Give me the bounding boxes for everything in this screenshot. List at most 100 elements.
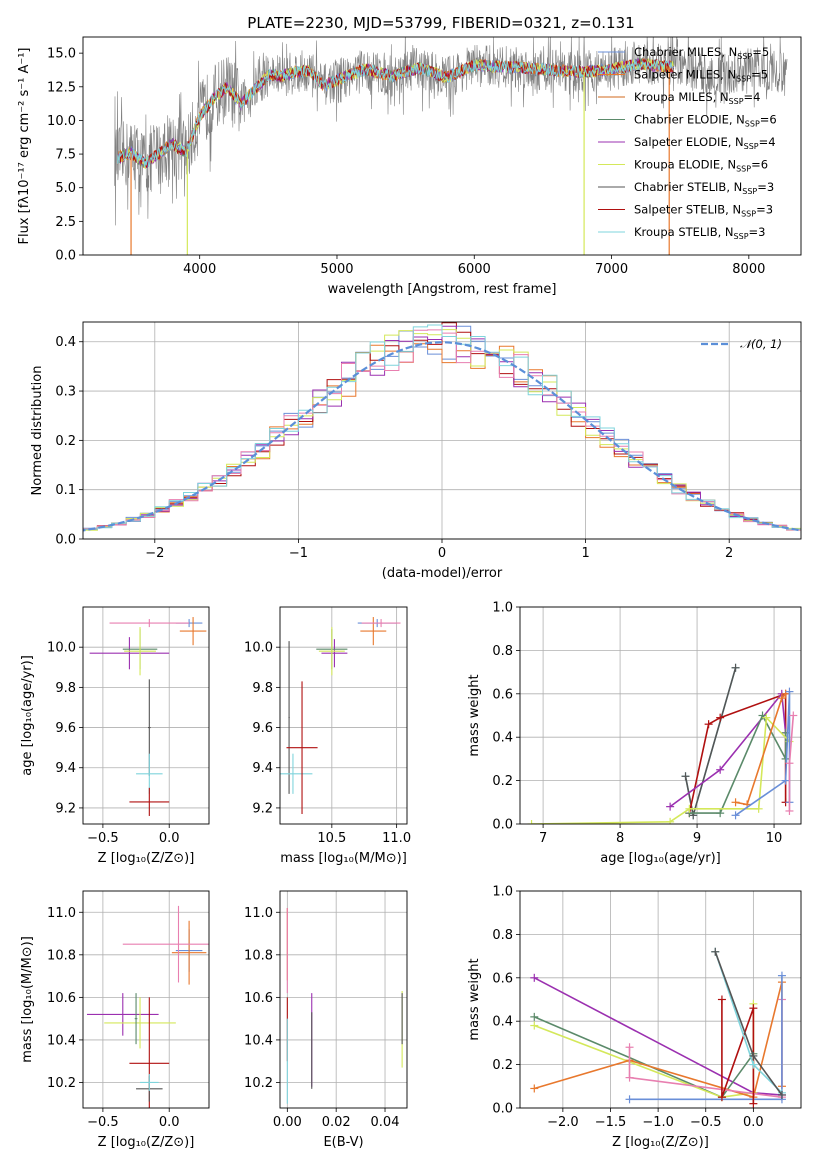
x-tick-label: −0.5 <box>87 1115 119 1130</box>
legend-label-suffix: =4 <box>744 90 761 104</box>
weight-series-line <box>533 1016 755 1099</box>
x-axis-label: wavelength [Angstrom, rest frame] <box>328 282 557 297</box>
x-tick-label: 5000 <box>320 262 353 277</box>
x-tick-label: 0.04 <box>371 1115 400 1130</box>
y-tick-label: 0.0 <box>55 249 76 264</box>
y-axis-label: mass [log₁₀(M/M⊙)] <box>20 936 35 1063</box>
weight-marker <box>704 720 713 729</box>
x-axis-label: age [log₁₀(age/yr)] <box>600 851 721 866</box>
y-tick-label: 10.8 <box>47 948 76 963</box>
y-tick-label: 0.8 <box>492 928 513 943</box>
y-tick-label: 10.2 <box>244 1076 273 1091</box>
legend-label-sub: SSP <box>742 187 757 196</box>
y-tick-label: 9.2 <box>55 801 76 816</box>
y-tick-label: 11.0 <box>47 906 76 921</box>
data-point <box>179 617 207 646</box>
age-vs-z-panel: −0.5 0.0 9.2 9.4 9.6 9.8 10.0 Z [log₁₀(Z/Z⊙)] ag… <box>20 606 210 866</box>
weight-marker <box>717 1093 726 1102</box>
y-tick-label: 11.0 <box>244 906 273 921</box>
x-tick-label: 8000 <box>732 262 765 277</box>
weight-marker <box>527 820 536 824</box>
data-point <box>361 619 401 628</box>
weight-marker <box>731 663 740 672</box>
y-tick-label: 0.0 <box>492 1102 513 1117</box>
data-point <box>318 627 345 676</box>
weight-marker <box>731 798 740 807</box>
weight-marker <box>625 1073 634 1082</box>
y-axis-label: Flux [fλ10⁻¹⁷ erg cm⁻² s⁻¹ A⁻¹] <box>17 48 32 245</box>
legend-label-sub: SSP <box>736 165 751 174</box>
age-vs-mass-panel: 10.5 11.0 9.2 9.4 9.6 9.8 10.0 mass [log₁₀(M/M⊙… <box>244 606 411 866</box>
data-point <box>360 617 387 646</box>
legend-label-sub: SSP <box>737 52 752 61</box>
y-tick-label: 10.4 <box>244 1033 273 1048</box>
age-vs-z-points <box>89 617 207 816</box>
x-tick-label: −1 <box>289 546 308 561</box>
y-axis-label: Normed distribution <box>30 366 45 496</box>
legend-label-suffix: =5 <box>751 68 768 82</box>
weight-marker <box>749 1060 758 1069</box>
data-point <box>129 787 170 816</box>
y-tick-label: 5.0 <box>55 181 76 196</box>
data-point <box>104 997 176 1049</box>
weight-marker <box>716 809 725 818</box>
y-tick-label: 10.2 <box>47 1076 76 1091</box>
x-tick-label: 8 <box>616 831 624 846</box>
legend-entry-label: Chabrier ELODIE, NSSP=6 <box>634 113 777 129</box>
y-tick-label: 0.1 <box>55 483 76 498</box>
data-point <box>286 681 318 814</box>
plot-frame <box>82 321 802 540</box>
spectrum-traces <box>114 37 788 255</box>
plot-frame <box>279 890 408 1109</box>
legend-label-sub: SSP <box>734 232 749 241</box>
x-tick-label: −0.5 <box>690 1115 722 1130</box>
weight-marker <box>685 804 694 813</box>
y-tick-label: 10.6 <box>244 991 273 1006</box>
plot-frame <box>519 890 802 1109</box>
weight-series-line <box>735 691 791 816</box>
x-tick-label: 10 <box>766 831 783 846</box>
legend-label-suffix: =3 <box>749 225 766 239</box>
x-tick-label: −2 <box>145 546 164 561</box>
weight-marker <box>749 1099 758 1108</box>
legend-label-suffix: =4 <box>759 135 776 149</box>
y-tick-label: 0.0 <box>55 533 76 548</box>
legend-label-sub: SSP <box>736 75 751 84</box>
y-tick-label: 9.2 <box>252 801 273 816</box>
y-tick-label: 0.6 <box>492 971 513 986</box>
x-tick-label: −1.5 <box>595 1115 627 1130</box>
residuals-panel: −2 −1 0 1 2 0.0 0.1 0.2 0.3 0.4 (data-model)/error… <box>30 321 802 581</box>
normal-curve-line <box>83 341 801 532</box>
legend-label-suffix: =3 <box>756 203 773 217</box>
plot-frame <box>82 890 210 1109</box>
y-tick-label: 0.2 <box>492 774 513 789</box>
data-point <box>140 1073 159 1091</box>
x-tick-label: 0.00 <box>273 1115 302 1130</box>
legend-label-main: Chabrier ELODIE, N <box>634 113 745 127</box>
weight-marker <box>716 713 725 722</box>
legend-label-sub: SSP <box>745 120 760 129</box>
y-tick-label: 10.0 <box>47 114 76 129</box>
legend-label-suffix: =3 <box>757 180 774 194</box>
legend-entry-label: Kroupa MILES, NSSP=4 <box>634 90 760 106</box>
data-point <box>321 639 348 668</box>
plot-frame <box>279 606 408 825</box>
x-tick-label: 1 <box>581 546 589 561</box>
weight-marker <box>749 1004 758 1013</box>
data-point <box>109 619 190 628</box>
legend-label-main: Kroupa STELIB, N <box>634 225 734 239</box>
spectrum-panel: 4000 5000 6000 7000 8000 0.0 2.5 5.0 7.5 10.0 12.5… <box>17 36 802 297</box>
x-axis-label: Z [log₁₀(Z/Z⊙)] <box>98 1135 195 1150</box>
weight-marker <box>731 811 740 820</box>
legend-label-sub: SSP <box>741 210 756 219</box>
legend-entry-label: Salpeter MILES, NSSP=5 <box>634 68 768 84</box>
weight-marker <box>785 687 794 696</box>
weight-marker <box>758 711 767 720</box>
y-tick-label: 1.0 <box>492 601 513 616</box>
y-tick-label: 10.6 <box>47 991 76 1006</box>
y-tick-label: 9.4 <box>252 761 273 776</box>
weight-series-line <box>669 691 787 808</box>
y-tick-label: 0.0 <box>492 818 513 833</box>
y-tick-label: 7.5 <box>55 148 76 163</box>
